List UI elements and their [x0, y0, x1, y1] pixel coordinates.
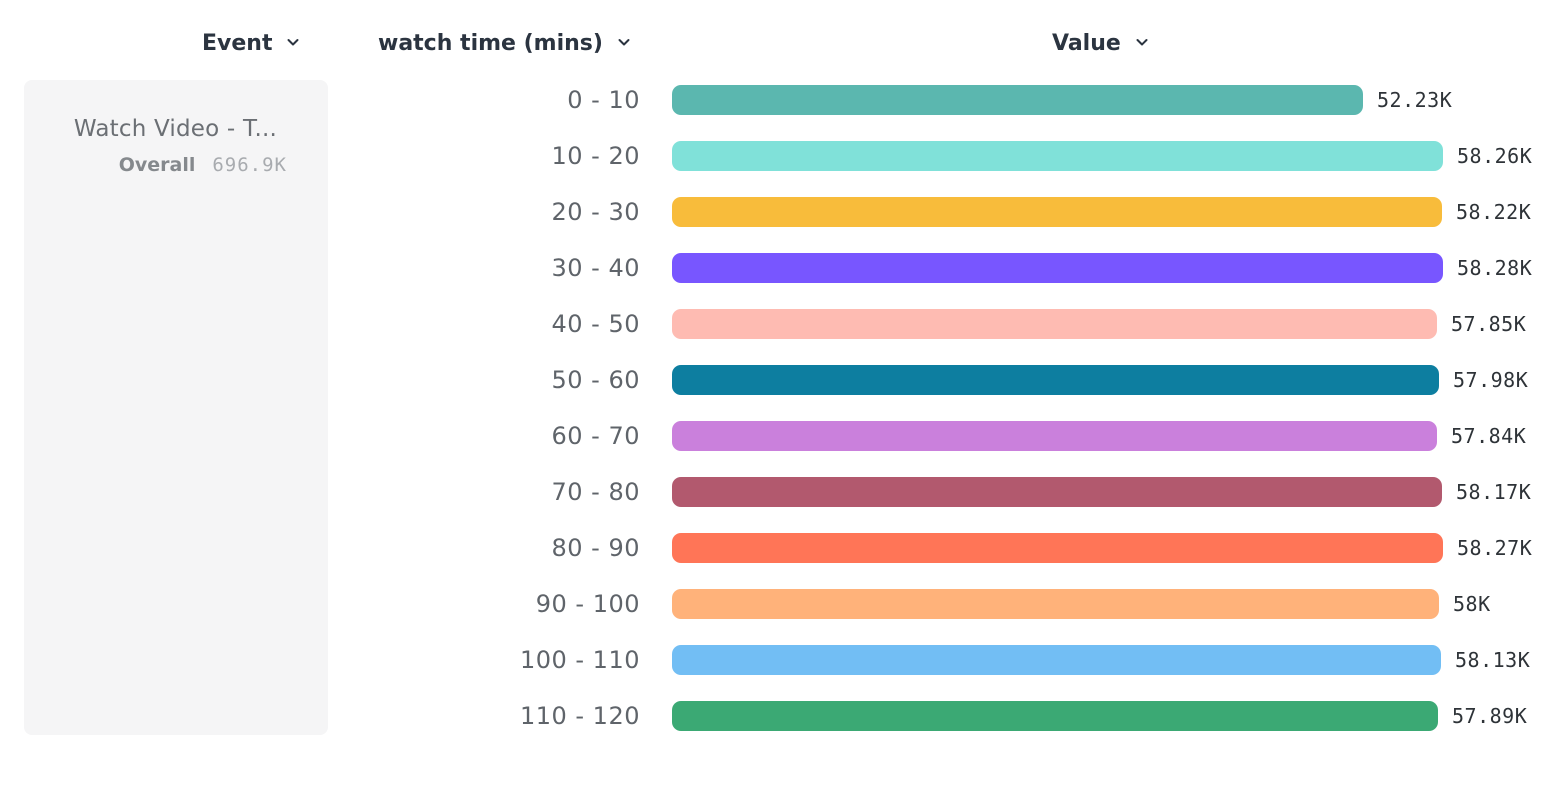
- value-label: 58.17K: [1456, 480, 1532, 504]
- category-label: 100 - 110: [519, 646, 640, 674]
- chart-row: 90 - 100 58K: [0, 576, 1568, 632]
- bar-segment[interactable]: [672, 141, 1443, 171]
- bar-segment[interactable]: [672, 309, 1437, 339]
- category-label: 60 - 70: [551, 422, 640, 450]
- chart-row: 40 - 50 57.85K: [0, 296, 1568, 352]
- category-label: 30 - 40: [551, 254, 640, 282]
- chart-row: 110 - 120 57.89K: [0, 688, 1568, 744]
- chart-row: 100 - 110 58.13K: [0, 632, 1568, 688]
- column-header-event-label: Event: [202, 30, 273, 56]
- value-label: 57.98K: [1453, 368, 1529, 392]
- category-label: 90 - 100: [535, 590, 640, 618]
- bar-segment[interactable]: [672, 701, 1438, 731]
- category-label: 50 - 60: [551, 366, 640, 394]
- category-label: 70 - 80: [551, 478, 640, 506]
- column-header-value-label: Value: [1052, 30, 1121, 56]
- category-label: 10 - 20: [551, 142, 640, 170]
- value-label: 57.84K: [1451, 424, 1527, 448]
- value-label: 58K: [1453, 592, 1491, 616]
- bar-segment[interactable]: [672, 421, 1437, 451]
- column-header-value[interactable]: Value: [1052, 28, 1150, 58]
- value-label: 58.26K: [1457, 144, 1533, 168]
- chart-row: 10 - 20 58.26K: [0, 128, 1568, 184]
- value-label: 57.89K: [1452, 704, 1528, 728]
- bar-segment[interactable]: [672, 645, 1441, 675]
- value-label: 58.22K: [1456, 200, 1532, 224]
- chart-row: 80 - 90 58.27K: [0, 520, 1568, 576]
- overall-value: 696.9K: [212, 154, 287, 176]
- chart-row: 50 - 60 57.98K: [0, 352, 1568, 408]
- value-label: 57.85K: [1451, 312, 1527, 336]
- column-header-breakdown-label: watch time (mins): [378, 30, 603, 56]
- chart-row: 0 - 10 52.23K: [0, 72, 1568, 128]
- bar-segment[interactable]: [672, 85, 1363, 115]
- chart-row: 20 - 30 58.22K: [0, 184, 1568, 240]
- chart-row: 70 - 80 58.17K: [0, 464, 1568, 520]
- category-label: 80 - 90: [551, 534, 640, 562]
- column-header-event[interactable]: Event: [202, 28, 301, 58]
- column-header-breakdown[interactable]: watch time (mins): [378, 28, 632, 58]
- chart-row: 60 - 70 57.84K: [0, 408, 1568, 464]
- category-label: 0 - 10: [567, 86, 640, 114]
- chart-row: 30 - 40 58.28K: [0, 240, 1568, 296]
- value-label: 58.28K: [1457, 256, 1533, 280]
- bar-segment[interactable]: [672, 253, 1443, 283]
- chevron-down-icon: [616, 31, 632, 56]
- value-label: 58.27K: [1457, 536, 1533, 560]
- event-card[interactable]: Watch Video - T... Overall 696.9K: [24, 80, 328, 735]
- overall-label: Overall: [118, 154, 196, 176]
- category-label: 20 - 30: [551, 198, 640, 226]
- chevron-down-icon: [285, 31, 301, 56]
- chart-rows: 0 - 10 52.23K 10 - 20 58.26K 20 - 30 58.22K 30…: [0, 72, 1568, 744]
- category-label: 40 - 50: [551, 310, 640, 338]
- value-label: 58.13K: [1455, 648, 1531, 672]
- value-label: 52.23K: [1377, 88, 1453, 112]
- bar-segment[interactable]: [672, 477, 1442, 507]
- bar-segment[interactable]: [672, 365, 1439, 395]
- event-title: Watch Video - T...: [73, 116, 277, 142]
- chevron-down-icon: [1134, 31, 1150, 56]
- category-label: 110 - 120: [519, 702, 640, 730]
- bar-segment[interactable]: [672, 589, 1439, 619]
- bar-segment[interactable]: [672, 533, 1443, 563]
- overall-row: Overall 696.9K: [24, 154, 287, 176]
- bar-segment[interactable]: [672, 197, 1442, 227]
